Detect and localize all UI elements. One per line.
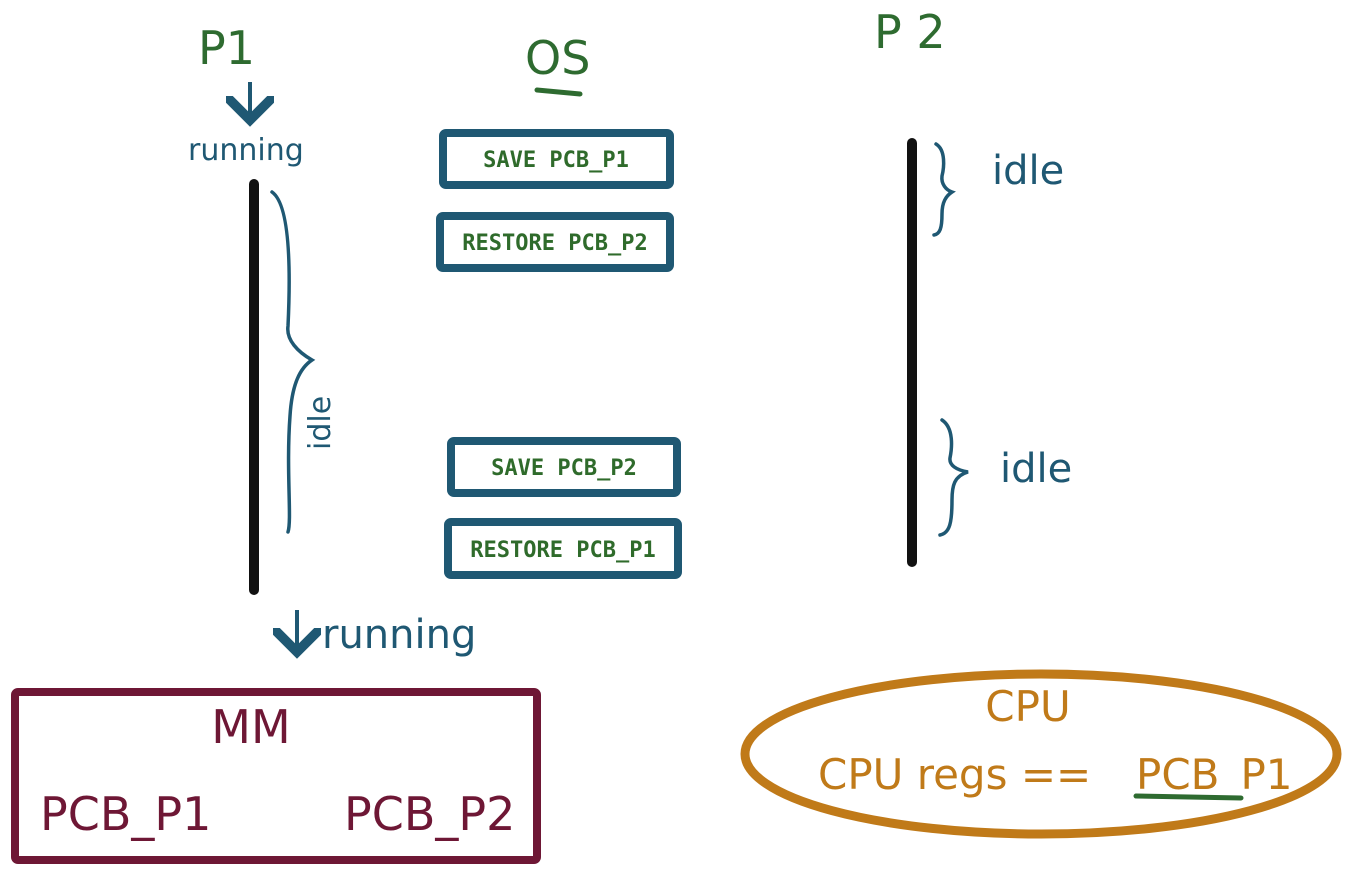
cpu-target-underline [1133,793,1244,801]
p1-title: P1 [198,21,255,75]
os-step-save-pcb-p2 [447,437,681,497]
p1-start-state: running [188,133,304,168]
memory-pcb-p1: PCB_P1 [40,787,211,841]
os-step-label: RESTORE PCB_P1 [470,538,655,563]
p2-idle-top: idle [992,148,1064,194]
cpu-regs-label: CPU regs == [818,750,1091,799]
p2-title: P 2 [874,5,946,59]
os-title-underline [534,87,583,97]
os-step-label: SAVE PCB_P2 [491,456,637,481]
p1-end-state: running [322,612,476,658]
p1-idle-brace-icon [270,190,316,534]
cpu-title: CPU [985,682,1070,731]
p2-idle-bottom: idle [1000,446,1072,492]
p1-middle-state: idle [303,396,338,450]
memory-pcb-p2: PCB_P2 [344,787,515,841]
os-step-save-pcb-p1 [439,129,674,189]
os-step-restore-pcb-p2 [436,212,674,272]
os-title: OS [525,31,590,85]
main-memory-title: MM [211,700,290,754]
os-step-label: SAVE PCB_P1 [483,148,629,173]
cpu-ellipse [740,669,1342,839]
p2-idle-top-brace-icon [932,142,956,237]
cpu-regs-target: PCB_P1 [1136,750,1293,799]
os-step-restore-pcb-p1 [444,518,682,579]
os-step-label: RESTORE PCB_P2 [462,231,647,256]
main-memory-box [11,688,541,864]
p2-idle-bottom-brace-icon [938,418,969,537]
